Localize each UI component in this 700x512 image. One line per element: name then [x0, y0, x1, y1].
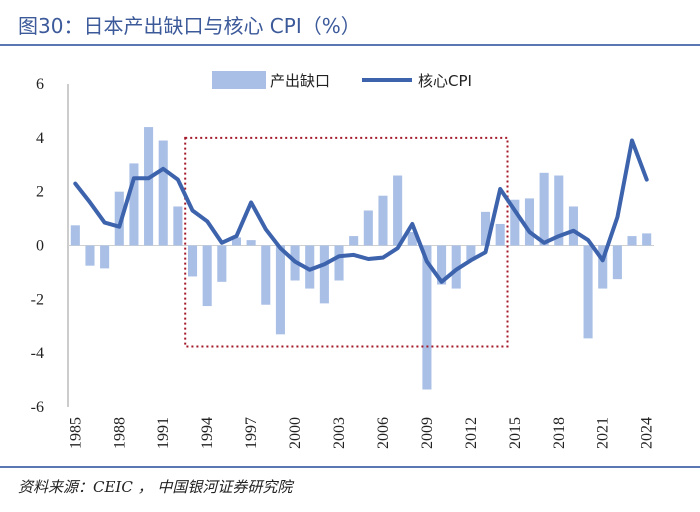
x-tick-label: 2003 [331, 417, 348, 449]
output-gap-bar [539, 172, 549, 246]
footer-rule [0, 466, 700, 468]
output-gap-bar [510, 199, 520, 246]
output-gap-bar [524, 198, 535, 246]
y-tick-label: -6 [31, 399, 44, 416]
output-gap-bar [583, 245, 593, 339]
output-gap-bar [261, 245, 271, 305]
output-gap-bar [70, 225, 80, 246]
output-gap-bar [393, 175, 403, 246]
output-gap-bar [114, 191, 124, 246]
output-gap-bar [568, 206, 578, 246]
x-tick-label: 2006 [375, 417, 392, 449]
output-gap-bar [319, 245, 329, 304]
x-tick-label: 2012 [463, 417, 480, 449]
legend-label-core-cpi: 核心CPI [418, 72, 472, 90]
output-gap-bar [202, 245, 212, 307]
output-gap-bar [627, 236, 637, 246]
output-gap-bar [305, 245, 315, 289]
output-gap-bar [231, 237, 242, 246]
chart-title: 图30：日本产出缺口与核心 CPI（%） [18, 14, 361, 38]
highlight-box [184, 136, 509, 348]
output-gap-bar [612, 245, 622, 280]
output-gap-bar [554, 175, 564, 246]
output-gap-bar [480, 211, 491, 246]
output-gap-bar [407, 232, 417, 246]
output-gap-bar [437, 245, 447, 285]
output-gap-bar [378, 195, 388, 246]
chart: -6 -4 -2 0 2 4 6 1985 1988 1991 1994 1997 2000 2003 20… [31, 71, 656, 449]
x-tick-label: 1997 [243, 417, 260, 449]
output-gap-bar [451, 245, 461, 289]
x-tick-label: 1991 [155, 417, 172, 449]
output-gap-bar [85, 245, 95, 266]
y-tick-label: 2 [36, 184, 44, 201]
x-tick-label: 2009 [419, 417, 436, 449]
output-gap-bar [100, 245, 110, 269]
output-gap-bar [173, 206, 183, 246]
output-gap-bar [495, 223, 505, 246]
output-gap-bar [642, 233, 652, 246]
output-gap-bar [217, 245, 227, 282]
output-gap-bar [275, 245, 285, 335]
output-gap-bar [363, 210, 373, 246]
y-tick-label: -4 [31, 345, 44, 362]
output-gap-bar [246, 240, 256, 246]
title-rule [0, 44, 700, 46]
x-tick-label: 1985 [67, 417, 84, 449]
source-note: 资料来源：CEIC ， 中国银河证券研究院 [18, 478, 293, 496]
x-tick-label: 2018 [551, 417, 568, 449]
legend-label-output-gap: 产出缺口 [270, 72, 330, 90]
core-cpi-line [73, 138, 649, 284]
output-gap-bar [598, 245, 608, 289]
output-gap-bar [349, 236, 359, 246]
y-tick-label: 0 [36, 238, 44, 255]
x-tick-label: 2024 [639, 417, 656, 449]
output-gap-bar [129, 163, 139, 246]
output-gap-bar [422, 245, 432, 390]
output-gap-bar [466, 245, 476, 261]
output-gap-bar [144, 127, 154, 246]
x-tick-label: 1994 [199, 417, 216, 449]
x-tick-label: 1988 [111, 417, 128, 449]
output-gap-bar [334, 245, 344, 281]
output-gap-bar [158, 140, 168, 246]
output-gap-bar [187, 245, 198, 277]
x-tick-label: 2021 [595, 417, 612, 449]
x-tick-label: 2000 [287, 417, 304, 449]
y-tick-label: 4 [36, 130, 44, 147]
x-tick-label: 2015 [507, 417, 524, 449]
legend-swatch-output-gap [212, 71, 266, 89]
y-tick-label: -2 [31, 291, 44, 308]
y-tick-label: 6 [36, 76, 44, 93]
